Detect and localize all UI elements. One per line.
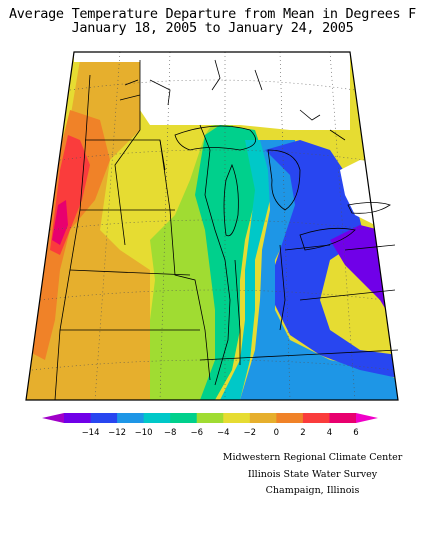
map-frame (25, 51, 399, 401)
contour-max (52, 200, 68, 245)
legend-tick-label: 4 (327, 428, 332, 438)
state-line-far-west (54, 74, 91, 401)
contour-minus6 (220, 140, 275, 400)
legend-swatch (143, 413, 171, 423)
legend-swatch (90, 413, 118, 423)
legend-arrow-low (42, 413, 64, 423)
map-title-line1: Average Temperature Departure from Mean … (8, 6, 417, 22)
contour-minus10 (265, 140, 398, 378)
state-line-west (114, 60, 141, 246)
legend-swatch (329, 413, 357, 423)
legend-tick-label: −10 (135, 428, 153, 438)
legend-tick-label: −12 (108, 428, 126, 438)
legend-swatch (249, 413, 277, 423)
legend-tick-label: 2 (300, 428, 305, 438)
credit-line1: Midwestern Regional Climate Center (222, 452, 403, 463)
legend-tick-label: −8 (164, 428, 177, 438)
lake-erie (299, 227, 356, 251)
lake-ontario (347, 202, 391, 214)
legend-tick-label: −2 (244, 428, 257, 438)
legend-swatch (302, 413, 330, 423)
legend-swatch (276, 413, 304, 423)
contour-minus4 (195, 125, 265, 400)
lake-huron (267, 149, 301, 211)
legend-swatch (64, 413, 92, 423)
legend-swatch (196, 413, 224, 423)
legend-arrow-high (356, 413, 378, 423)
no-data-north (140, 60, 350, 130)
legend-swatch (117, 413, 145, 423)
credit-line3: Champaign, Illinois (265, 485, 360, 496)
legend-tick-label: −4 (217, 428, 230, 438)
lake-superior (174, 125, 257, 151)
lake-michigan (223, 163, 239, 237)
credit-line2: Illinois State Water Survey (247, 469, 378, 480)
legend-tick-label: 0 (274, 428, 279, 438)
map-title-line2: January 18, 2005 to January 24, 2005 (71, 20, 354, 36)
legend-tick-label: −6 (190, 428, 203, 438)
mississippi-line (159, 139, 211, 381)
legend-tick-label: −14 (82, 428, 100, 438)
legend-tick-label: 6 (353, 428, 358, 438)
legend-swatch (223, 413, 251, 423)
boundaries (54, 59, 399, 401)
legend-swatch (170, 413, 198, 423)
